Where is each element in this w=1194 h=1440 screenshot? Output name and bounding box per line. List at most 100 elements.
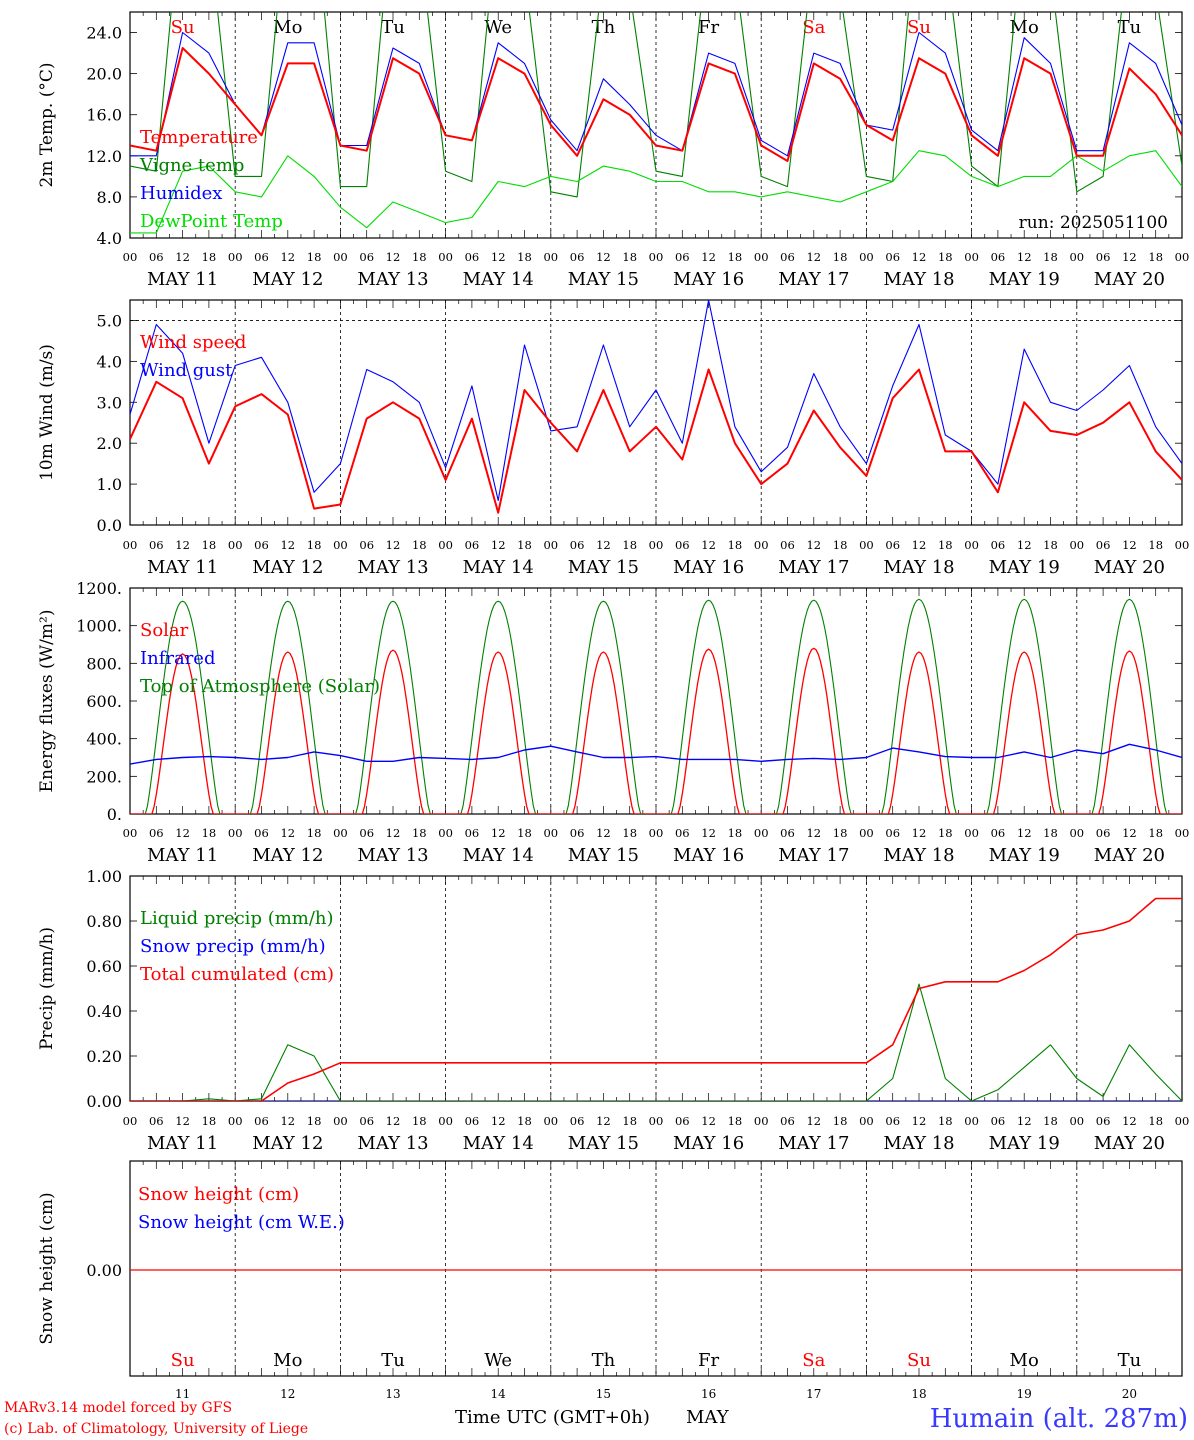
date-label: MAY 14 [463,845,534,866]
x-tick-label: 06 [570,538,585,552]
date-label: MAY 11 [147,269,218,290]
date-label: MAY 13 [357,269,428,290]
date-label: MAY 11 [147,557,218,578]
x-tick-label: 12 [596,1114,611,1128]
x-tick-label: 12 [701,1114,716,1128]
x-tick-label: 06 [149,1114,164,1128]
day-number-label: 17 [806,1387,821,1401]
date-label: MAY 20 [1094,269,1165,290]
y-tick-label: 200. [86,767,122,786]
x-tick-label: 18 [833,250,848,264]
x-tick-label: 00 [964,250,979,264]
date-label: MAY 17 [778,1133,849,1154]
y-tick-label: 1200. [76,579,122,598]
x-tick-label: 18 [622,1114,637,1128]
x-tick-label: 12 [806,826,821,840]
x-tick-label: 00 [649,250,664,264]
x-tick-label: 12 [1017,250,1032,264]
x-axis-month: MAY [686,1407,730,1428]
series-line-0 [130,983,1182,1101]
y-tick-label: 8.0 [97,188,122,207]
x-tick-label: 12 [1017,826,1032,840]
x-tick-label: 06 [149,826,164,840]
date-label: MAY 17 [778,557,849,578]
x-tick-label: 00 [543,538,558,552]
weekday-label: Mo [1010,17,1039,38]
y-tick-label: 16.0 [86,106,122,125]
y-tick-label: 1.0 [97,475,122,494]
date-label: MAY 19 [989,845,1060,866]
date-label: MAY 16 [673,557,744,578]
series-line-0 [130,47,1182,162]
day-number-label: 14 [491,1387,507,1401]
date-label: MAY 12 [252,845,323,866]
x-tick-label: 00 [649,826,664,840]
day-number-label: 15 [596,1387,611,1401]
x-tick-label: 00 [1069,538,1084,552]
x-tick-label: 00 [543,250,558,264]
y-tick-label: 0.80 [86,912,122,931]
date-label: MAY 15 [568,1133,639,1154]
x-tick-label: 12 [701,826,716,840]
x-tick-label: 18 [202,538,217,552]
x-tick-label: 00 [859,250,874,264]
y-tick-label: 0.40 [86,1002,122,1021]
panel-2: 10m Wind (m/s) 0.0 1.0 2.0 3.0 4.0 5.0 Wind spe… [37,299,1189,578]
series-line-solar [130,647,1182,814]
legend-entry: Temperature [140,127,258,148]
x-tick-label: 12 [491,1114,506,1128]
series-line-1 [130,300,1182,502]
x-tick-label: 12 [1122,826,1137,840]
weekday-label: Mo [1010,1350,1039,1371]
x-tick-label: 00 [333,250,348,264]
weekday-label: Mo [273,17,302,38]
y-axis-label: Energy fluxes (W/m²) [37,610,57,793]
date-label: MAY 16 [673,269,744,290]
y-axis-label: 10m Wind (m/s) [37,344,57,481]
x-tick-label: 00 [754,538,769,552]
x-tick-label: 12 [806,1114,821,1128]
y-tick-label: 24.0 [86,24,122,43]
weekday-label: Th [592,1350,616,1371]
x-tick-label: 12 [175,826,190,840]
x-tick-label: 18 [412,250,427,264]
x-tick-label: 18 [307,1114,322,1128]
x-tick-label: 06 [885,250,900,264]
x-tick-label: 00 [333,538,348,552]
x-tick-label: 12 [912,538,927,552]
y-tick-label: 0. [107,805,122,824]
x-tick-label: 12 [1122,250,1137,264]
x-tick-label: 06 [991,250,1006,264]
x-tick-label: 18 [307,826,322,840]
credit-line-2: (c) Lab. of Climatology, University of L… [4,1421,308,1437]
y-tick-label: 600. [86,692,122,711]
x-tick-label: 12 [596,826,611,840]
x-tick-label: 00 [438,826,453,840]
x-tick-label: 12 [280,1114,295,1128]
x-tick-label: 00 [754,826,769,840]
x-tick-label: 18 [1043,1114,1058,1128]
x-tick-label: 06 [359,826,374,840]
date-label: MAY 20 [1094,557,1165,578]
x-tick-label: 12 [386,250,401,264]
weekday-label: Su [171,17,195,38]
legend-entry: Snow precip (mm/h) [140,936,326,957]
legend-entry: Vigne temp [139,155,244,176]
x-tick-label: 00 [333,1114,348,1128]
x-tick-label: 00 [964,826,979,840]
credit-line-1: MARv3.14 model forced by GFS [4,1400,232,1416]
date-label: MAY 19 [989,557,1060,578]
panel-4: Precip (mm/h) 0.00 0.20 0.40 0.60 0.80 1.00 Liq… [37,867,1189,1154]
x-tick-label: 06 [359,1114,374,1128]
y-tick-label: 0.60 [86,957,122,976]
date-label: MAY 15 [568,269,639,290]
legend-entry: Snow height (cm) [138,1184,299,1205]
x-tick-label: 12 [701,250,716,264]
x-tick-label: 18 [307,538,322,552]
x-tick-label: 00 [438,1114,453,1128]
date-label: MAY 19 [989,269,1060,290]
x-tick-label: 00 [964,1114,979,1128]
x-tick-label: 12 [1122,1114,1137,1128]
x-tick-label: 12 [1017,538,1032,552]
